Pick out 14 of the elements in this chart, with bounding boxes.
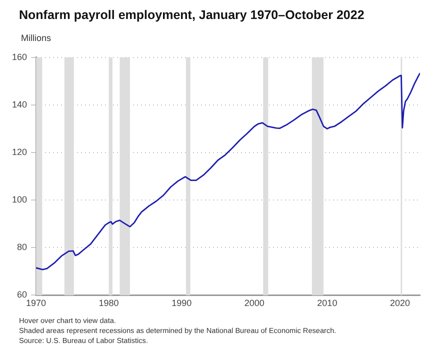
y-tick-label: 100	[12, 194, 28, 205]
x-tick-label: 2020	[390, 298, 410, 308]
y-tick-label: 160	[12, 52, 28, 62]
y-tick-label: 60	[17, 290, 28, 300]
x-tick-label: 1990	[172, 298, 192, 308]
x-tick-label: 2010	[317, 298, 338, 308]
y-tick-label: 140	[12, 99, 28, 110]
x-tick-label: 2000	[244, 298, 264, 308]
chart-title: Nonfarm payroll employment, January 1970–October 2022	[19, 8, 364, 22]
x-tick-label: 1980	[98, 298, 119, 308]
y-tick-label: 80	[17, 242, 28, 252]
y-axis-title: Millions	[21, 33, 52, 43]
x-tick-label: 1970	[26, 298, 46, 308]
y-tick-label: 120	[12, 147, 28, 158]
